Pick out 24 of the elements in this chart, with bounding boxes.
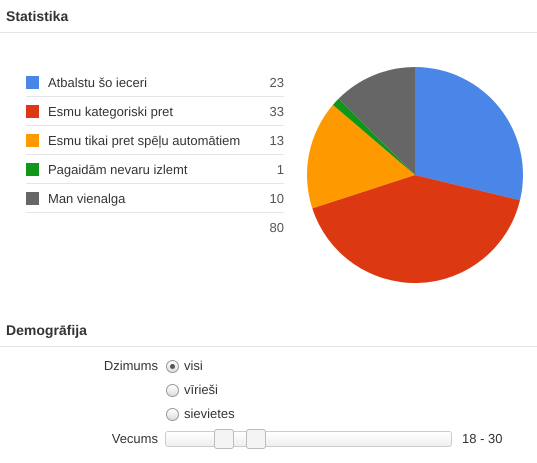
data-label: 33 — [270, 104, 284, 118]
text: 18 - 30 — [462, 431, 502, 446]
pie-slice — [312, 175, 520, 283]
text: Demogrāfija — [0, 322, 537, 347]
data-label: 1 — [276, 162, 284, 176]
legend-label: Atbalstu šo ieceri — [48, 74, 148, 90]
text: vīrieši — [184, 382, 218, 397]
legend-label: Esmu tikai pret spēļu automātiem — [48, 132, 242, 148]
chart-title: Statistika — [0, 8, 537, 33]
legend-label: Pagaidām nevaru izlemt — [48, 162, 188, 176]
text: Dzimums — [104, 358, 158, 373]
legend-label: Man vienalga — [48, 190, 126, 206]
pie-slice — [332, 98, 415, 175]
pie-slice — [307, 104, 415, 208]
pie-slice — [415, 67, 523, 200]
data-label: 13 — [270, 132, 284, 148]
text: visi — [184, 358, 203, 373]
data-label: 10 — [270, 190, 284, 206]
data-label: 23 — [270, 74, 284, 90]
legend-label: Esmu kategoriski pret — [48, 104, 174, 118]
pie-slice — [338, 67, 415, 175]
text: 80 — [270, 220, 284, 234]
text: sievietes — [184, 406, 235, 421]
text: Vecums — [112, 431, 158, 446]
